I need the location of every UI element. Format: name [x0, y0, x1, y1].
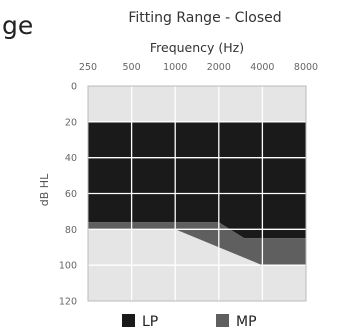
grid-lines — [88, 86, 306, 301]
y-tick-label: 20 — [65, 117, 77, 128]
clipped-page-heading: ge — [2, 11, 33, 40]
x-tick-label: 1000 — [163, 62, 187, 73]
x-tick-label: 4000 — [250, 62, 274, 73]
series-areas — [88, 121, 306, 266]
legend: LP MP — [122, 314, 257, 330]
y-tick-label: 120 — [59, 297, 77, 308]
x-tick-label: 8000 — [294, 62, 318, 73]
y-tick-label: 60 — [65, 189, 77, 200]
series-area-lp — [88, 121, 306, 239]
y-tick-label: 0 — [71, 82, 77, 93]
series-area-mp — [88, 222, 306, 266]
y-tick-label: 80 — [65, 225, 77, 236]
x-tick-label: 2000 — [207, 62, 231, 73]
y-axis-label: dB HL — [38, 173, 51, 206]
x-axis-label: Frequency (Hz) — [150, 40, 244, 55]
plot-border — [87, 85, 307, 302]
legend-swatch-mp — [216, 314, 229, 327]
legend-label-mp: MP — [236, 314, 257, 330]
x-tick-labels: 250 500 1000 2000 4000 8000 — [79, 62, 318, 73]
y-tick-label: 100 — [59, 261, 77, 272]
legend-item-mp: MP — [216, 314, 257, 330]
legend-swatch-lp — [122, 314, 135, 327]
y-tick-label: 40 — [65, 153, 77, 164]
x-tick-label: 500 — [123, 62, 141, 73]
legend-label-lp: LP — [142, 314, 158, 330]
legend-item-lp: LP — [122, 314, 158, 330]
x-tick-label: 250 — [79, 62, 97, 73]
chart-title: Fitting Range - Closed — [128, 10, 281, 26]
y-tick-labels: 0 20 40 60 80 100 120 — [59, 82, 77, 308]
